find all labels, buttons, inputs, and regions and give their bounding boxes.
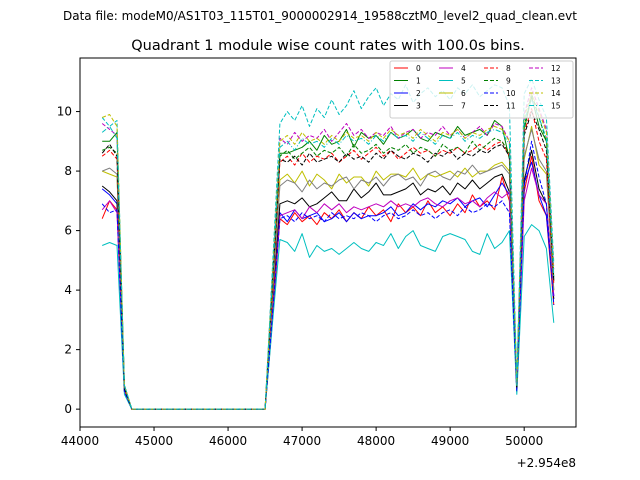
figure-suptitle: Data file: modeM0/AS1T03_115T01_90000029… [63, 9, 577, 23]
y-tick-label: 6 [64, 224, 72, 238]
chart-title: Quadrant 1 module wise count rates with … [131, 38, 525, 54]
x-tick-label: 50000 [505, 434, 543, 448]
plot-area [101, 78, 555, 410]
series-group [101, 78, 555, 410]
x-tick-label: 46000 [209, 434, 247, 448]
y-tick-label: 4 [64, 283, 72, 297]
legend-label-6: 6 [461, 89, 466, 98]
legend-label-10: 10 [506, 89, 516, 98]
legend-label-13: 13 [551, 77, 561, 86]
x-tick-label: 44000 [61, 434, 99, 448]
x-tick-label: 49000 [431, 434, 469, 448]
legend-label-8: 8 [506, 64, 511, 73]
legend-label-4: 4 [461, 64, 466, 73]
legend-label-3: 3 [416, 102, 421, 111]
legend-label-11: 11 [506, 102, 516, 111]
legend-label-12: 12 [551, 64, 561, 73]
y-tick-label: 8 [64, 164, 72, 178]
x-tick-label: 47000 [283, 434, 321, 448]
y-tick-label: 0 [64, 402, 72, 416]
legend-label-15: 15 [551, 102, 561, 111]
legend-label-5: 5 [461, 77, 466, 86]
x-offset-label: +2.954e8 [517, 456, 576, 470]
y-axis: 0 2 4 6 8 10 [57, 105, 80, 416]
legend-label-9: 9 [506, 77, 511, 86]
x-tick-label: 48000 [357, 434, 395, 448]
legend-label-1: 1 [416, 77, 421, 86]
y-tick-label: 2 [64, 343, 72, 357]
x-axis: 44000 45000 46000 47000 48000 49000 50000 [61, 427, 543, 448]
legend-label-14: 14 [551, 89, 561, 98]
legend-label-2: 2 [416, 89, 421, 98]
legend-box [389, 60, 574, 119]
series-line-8 [101, 108, 555, 410]
y-tick-label: 10 [57, 105, 72, 119]
series-line-15 [101, 99, 555, 410]
legend-label-0: 0 [416, 64, 421, 73]
axes-frame [79, 57, 577, 428]
legend-label-7: 7 [461, 102, 466, 111]
x-tick-label: 45000 [135, 434, 173, 448]
